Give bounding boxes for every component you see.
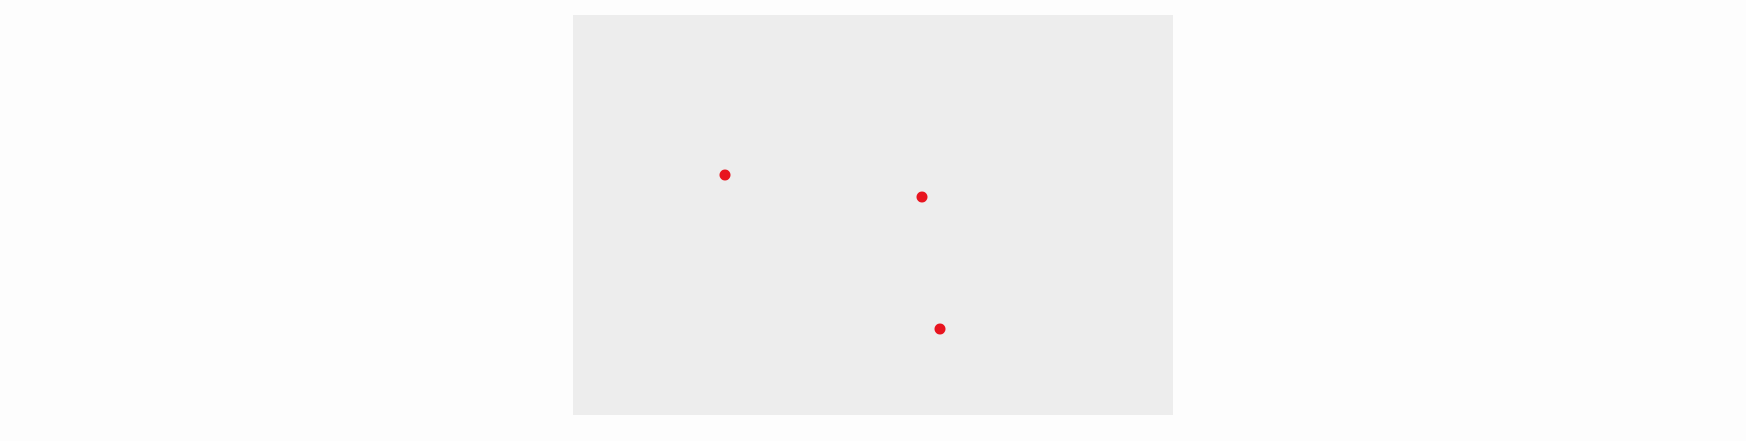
red-dot-marker[interactable]: [934, 323, 946, 335]
red-dot-marker[interactable]: [719, 169, 731, 181]
red-dot-marker[interactable]: [916, 191, 928, 203]
canvas-panel[interactable]: [573, 15, 1173, 415]
